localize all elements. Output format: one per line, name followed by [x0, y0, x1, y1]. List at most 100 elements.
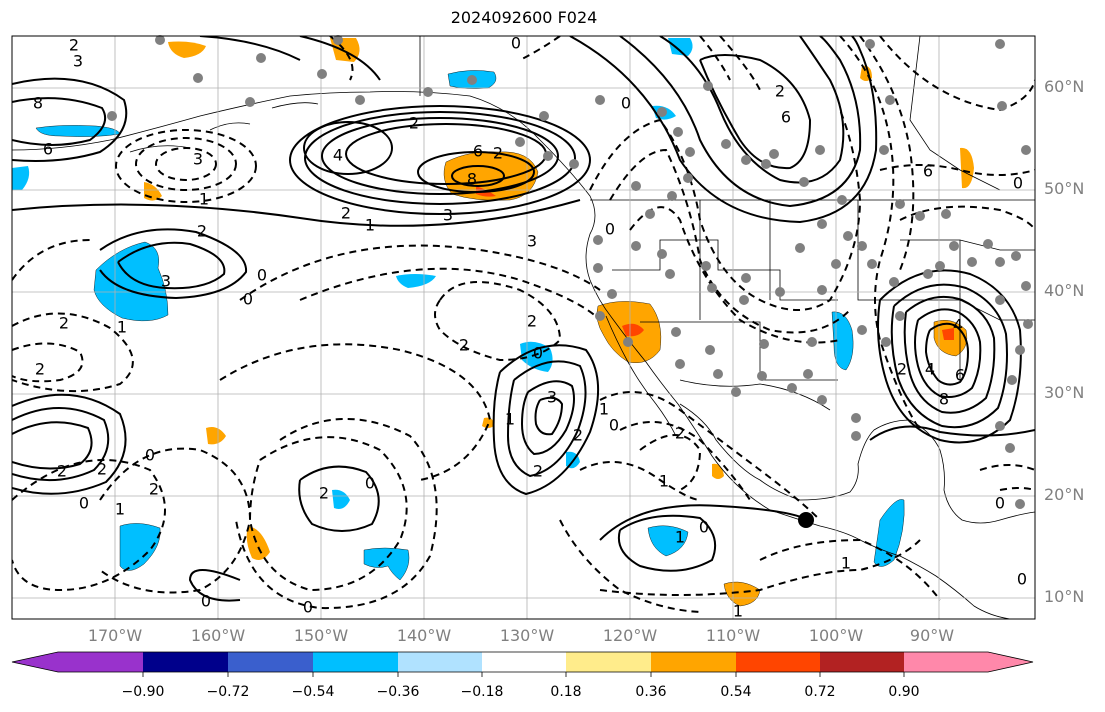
contour-label: 2: [197, 222, 207, 241]
lon-label: 140°W: [396, 626, 452, 645]
contour-label: 6: [923, 162, 933, 181]
station-markers: [107, 35, 1033, 509]
colorbar-segment: [313, 652, 398, 672]
contour-label: 0: [1017, 570, 1027, 589]
contour-label: 8: [467, 170, 477, 189]
map-title: 2024092600 F024: [450, 8, 598, 27]
contour-label: 0: [511, 34, 521, 53]
contour-label: 2: [59, 314, 69, 333]
colorbar-tick-label: −0.90: [121, 684, 165, 700]
contour-label: 2: [533, 462, 543, 481]
shaded-field: [12, 38, 974, 607]
colorbar-segment: [736, 652, 820, 672]
contour-label: 2: [573, 426, 583, 445]
lon-label: 110°W: [705, 626, 761, 645]
colorbar-segment: [398, 652, 482, 672]
colorbar-tick-label: −0.72: [206, 684, 250, 700]
colorbar-tick-label: 0.36: [635, 684, 667, 700]
contour-label: 1: [199, 190, 209, 209]
colorbar-segment: [988, 652, 1033, 672]
lon-label: 130°W: [499, 626, 555, 645]
contour-label: 8: [939, 390, 949, 409]
contour-label: 2: [409, 114, 419, 133]
contour-label: 2: [319, 484, 329, 503]
contour-label: 3: [547, 388, 557, 407]
lat-label: 40°N: [1044, 281, 1085, 300]
contour-label: 1: [659, 472, 669, 491]
colorbar: [11, 651, 1034, 677]
contour-label: 2: [341, 204, 351, 223]
colorbar-tick-label: 0.54: [720, 684, 752, 700]
contour-label: 6: [781, 108, 791, 127]
contour-label: 0: [621, 94, 631, 113]
lat-label: 20°N: [1044, 485, 1085, 504]
contour-label: 2: [35, 360, 45, 379]
contour-labels: 2 3 0 8 6 3 2 4 2 6 8 2 3 1 2 3 0 1 2 2 …: [33, 34, 1027, 621]
colorbar-tick-label: −0.18: [460, 684, 504, 700]
lat-label: 30°N: [1044, 383, 1085, 402]
lon-label: 160°W: [190, 626, 246, 645]
contour-label: 2: [57, 462, 67, 481]
contour-label: 2: [149, 480, 159, 499]
contour-label: 6: [955, 366, 965, 385]
lon-label: 150°W: [293, 626, 349, 645]
contour-label: 1: [115, 500, 125, 519]
contour-label: 4: [925, 360, 935, 379]
lon-label: 90°W: [909, 626, 955, 645]
contour-label: 6: [43, 140, 53, 159]
contour-label: 1: [675, 528, 685, 547]
contour-label: 8: [33, 94, 43, 113]
contour-label: 1: [733, 602, 743, 621]
lat-label: 60°N: [1044, 77, 1085, 96]
contour-label: 0: [1013, 174, 1023, 193]
colorbar-tick-label: 0.90: [888, 684, 920, 700]
contour-label: 2: [675, 424, 685, 443]
contour-label: 2: [97, 460, 107, 479]
lon-label: 120°W: [602, 626, 658, 645]
lat-label: 50°N: [1044, 179, 1085, 198]
contour-label: 0: [533, 344, 543, 363]
lon-label: 170°W: [87, 626, 143, 645]
contour-label: 0: [605, 220, 615, 239]
contour-label: 3: [161, 272, 171, 291]
contour-label: 0: [365, 474, 375, 493]
contour-label: 6: [473, 142, 483, 161]
colorbar-segment: [651, 652, 736, 672]
contour-label: 4: [333, 146, 343, 165]
dashed-contours: [12, 36, 1035, 613]
contour-label: 2: [69, 36, 79, 55]
colorbar-tick-label: −0.36: [376, 684, 420, 700]
map-frame: [11, 35, 1036, 620]
contour-label: 0: [201, 592, 211, 611]
colorbar-segment: [482, 652, 566, 672]
colorbar-segment: [58, 652, 143, 672]
contour-label: 0: [145, 446, 155, 465]
station-marker-black: [798, 512, 814, 528]
colorbar-segment: [820, 652, 904, 672]
contour-label: 0: [79, 494, 89, 513]
solid-contours: [12, 36, 1035, 602]
contour-label: 2: [527, 312, 537, 331]
contour-label: 0: [243, 290, 253, 309]
contour-label: 1: [841, 554, 851, 573]
contour-label: 3: [73, 52, 83, 71]
colorbar-tick-label: −0.54: [291, 684, 335, 700]
contour-label: 0: [699, 518, 709, 537]
contour-label: 2: [493, 144, 503, 163]
contour-label: 0: [609, 416, 619, 435]
contour-label: 2: [775, 82, 785, 101]
contour-label: 1: [599, 400, 609, 419]
lat-label: 10°N: [1044, 587, 1085, 606]
contour-label: 0: [257, 266, 267, 285]
contour-label: 2: [897, 360, 907, 379]
colorbar-tick-label: 0.72: [804, 684, 836, 700]
colorbar-tick-label: 0.18: [550, 684, 582, 700]
contour-label: 3: [443, 206, 453, 225]
contour-label: 0: [303, 598, 313, 617]
contour-label: 1: [117, 318, 127, 337]
lon-label: 100°W: [808, 626, 864, 645]
colorbar-segment: [12, 652, 58, 672]
contour-label: 4: [953, 316, 963, 335]
contour-label: 1: [365, 216, 375, 235]
